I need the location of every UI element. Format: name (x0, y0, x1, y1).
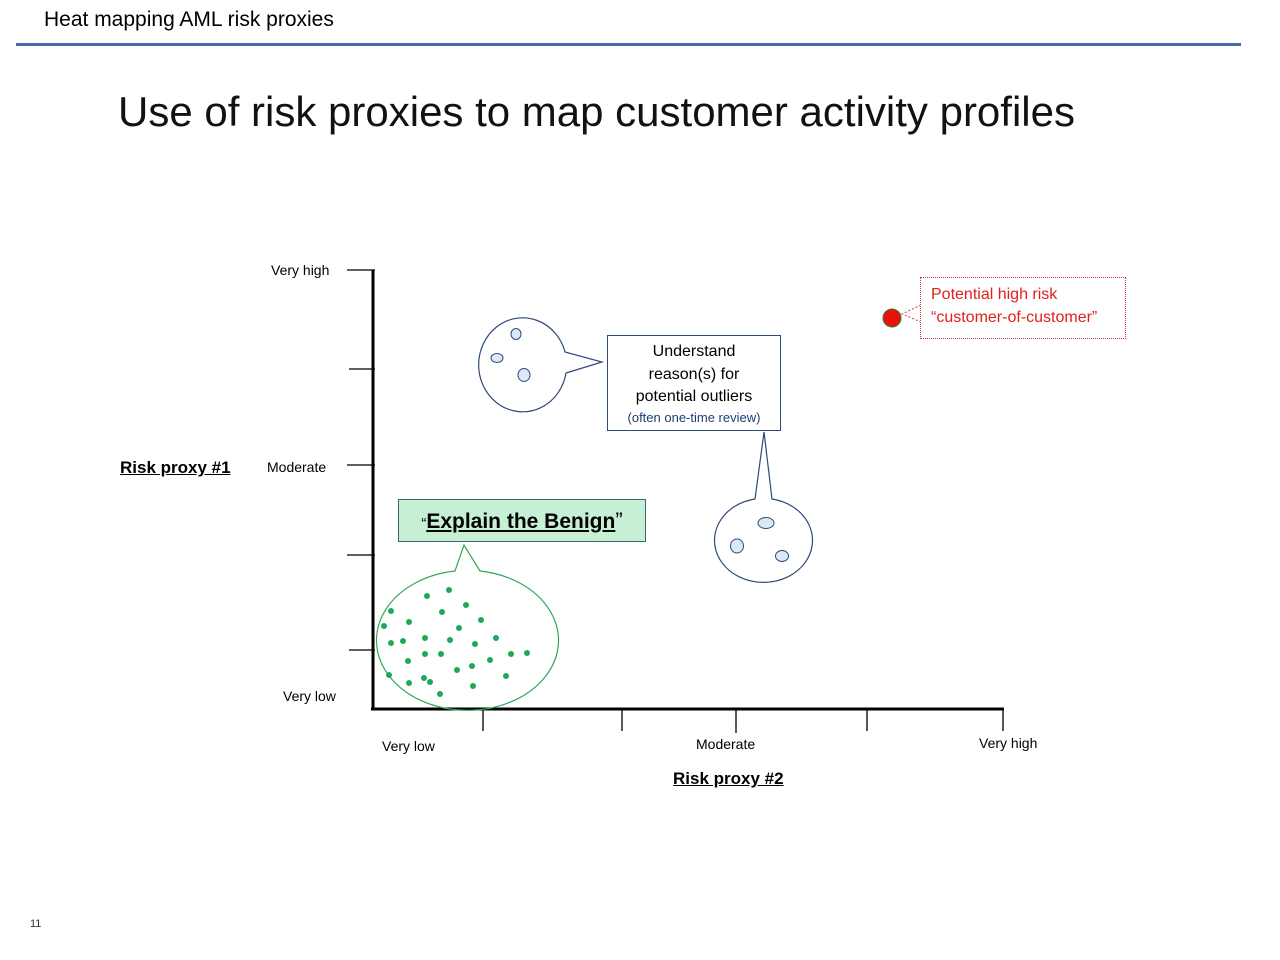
benign-cluster-dots (381, 587, 530, 697)
benign-close-quote: ” (615, 508, 623, 533)
high-risk-pointer (900, 304, 922, 323)
cluster-dot (503, 673, 509, 679)
header-title: Heat mapping AML risk proxies (44, 8, 334, 31)
cluster-dot (446, 587, 452, 593)
cluster-dot (470, 683, 476, 689)
slide-title: Use of risk proxies to map customer acti… (118, 88, 1075, 135)
cluster-dot (421, 675, 427, 681)
high-risk-callout-line1: Potential high risk (931, 286, 1058, 303)
outliers-callout-line3: potential outliers (635, 388, 753, 405)
cluster-dot (487, 657, 493, 663)
cluster-dot (400, 638, 406, 644)
cluster-dot (422, 635, 428, 641)
cluster-dot (493, 635, 499, 641)
cluster-dot (406, 619, 412, 625)
outlier-point (757, 517, 775, 529)
cluster-dot (405, 658, 411, 664)
x-label-moderate: Moderate (696, 736, 756, 752)
outlier-point (510, 328, 522, 340)
cluster-dot (463, 602, 469, 608)
cluster-dot (388, 608, 394, 614)
page-number: 11 (30, 918, 42, 930)
benign-label-text: Explain the Benign (426, 510, 616, 533)
outliers-callout-line1: Understand (652, 343, 736, 360)
benign-open-quote: “ (421, 515, 427, 532)
cluster-dot (447, 637, 453, 643)
cluster-dot (437, 691, 443, 697)
cluster-dot (424, 593, 430, 599)
outlier-point (517, 368, 531, 382)
x-axis-title: Risk proxy #2 (673, 769, 784, 788)
outliers-callout: Understand reason(s) for potential outli… (607, 335, 781, 431)
y-label-very-high: Very high (271, 262, 330, 278)
cluster-dot (456, 625, 462, 631)
explain-benign-label: “Explain the Benign” (398, 499, 646, 542)
cluster-dot (524, 650, 530, 656)
outlier-bubble-lower (713, 431, 814, 583)
cluster-dot (508, 651, 514, 657)
y-label-very-low: Very low (283, 688, 336, 704)
y-axis-title: Risk proxy #1 (120, 458, 231, 477)
cluster-dot (439, 609, 445, 615)
x-label-very-low: Very low (382, 738, 435, 754)
benign-cluster-bubble (375, 543, 560, 711)
outliers-callout-line2: reason(s) for (648, 365, 740, 383)
high-risk-callout: Potential high risk “customer-of-custome… (920, 277, 1126, 339)
cluster-dot (422, 651, 428, 657)
y-label-moderate: Moderate (267, 459, 327, 475)
cluster-dot (406, 680, 412, 686)
cluster-dot (438, 651, 444, 657)
header-rule (16, 43, 1241, 46)
high-risk-callout-line2: “customer-of-customer” (931, 309, 1098, 326)
outliers-callout-note: (often one-time review) (627, 409, 761, 425)
cluster-dot (388, 640, 394, 646)
cluster-dot (386, 672, 392, 678)
outlier-point (490, 353, 504, 363)
outlier-point (730, 538, 744, 554)
cluster-dot (478, 617, 484, 623)
cluster-dot (454, 667, 460, 673)
cluster-dot (381, 623, 387, 629)
high-risk-point (882, 308, 902, 328)
outlier-point (775, 550, 789, 562)
x-label-very-high: Very high (979, 735, 1038, 751)
cluster-dot (469, 663, 475, 669)
cluster-dot (427, 679, 433, 685)
outlier-bubble-upper (478, 317, 605, 413)
cluster-dot (472, 641, 478, 647)
